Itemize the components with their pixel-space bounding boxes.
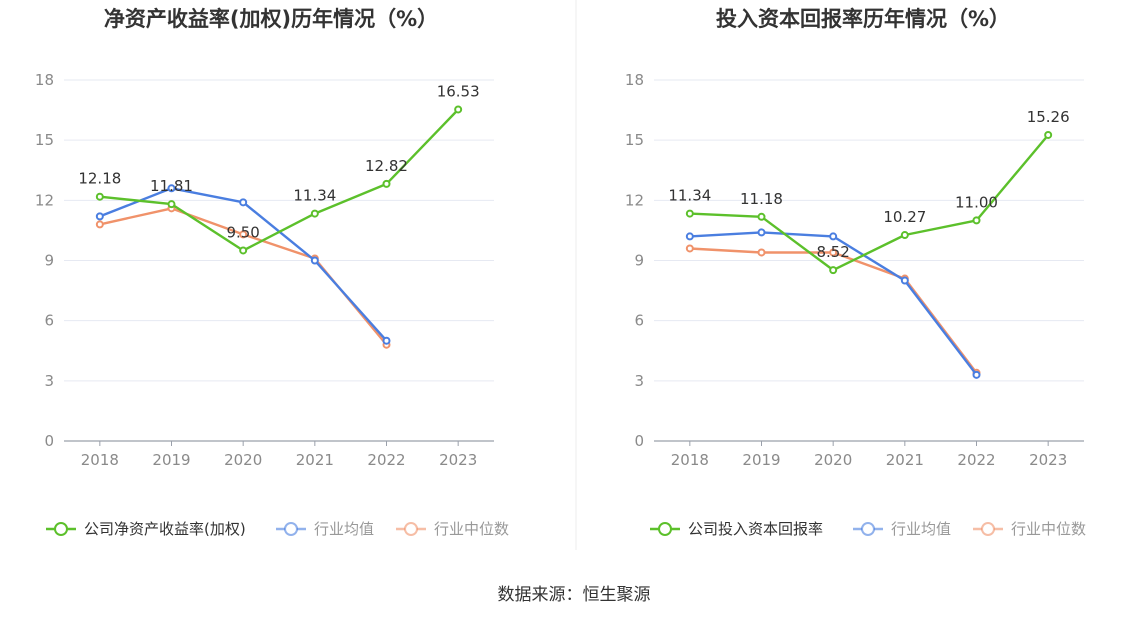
series-point	[167, 184, 176, 193]
chart-roe: 净资产收益率(加权)历年情况（%） 0 3 6 9 12 15 18 2018 2019 2020 2…	[35, 7, 509, 538]
y-tick-label: 18	[625, 71, 644, 89]
x-tick-label: 2021	[886, 451, 924, 469]
chart-title: 净资产收益率(加权)历年情况（%）	[104, 7, 438, 31]
legend-label: 行业均值	[891, 520, 951, 538]
x-tick-label: 2022	[367, 451, 405, 469]
series-point	[310, 256, 319, 265]
series-point	[382, 336, 391, 345]
y-tick-label: 12	[35, 191, 54, 209]
data-label: 12.82	[365, 157, 408, 175]
series-point	[829, 248, 838, 257]
data-label: 11.00	[955, 193, 998, 211]
legend-marker	[404, 522, 418, 536]
series-point	[310, 209, 319, 218]
x-tick-label: 2020	[814, 451, 852, 469]
series-point	[757, 228, 766, 237]
series-point	[239, 246, 248, 255]
data-label: 11.34	[668, 187, 711, 205]
chart-title: 投入资本回报率历年情况（%）	[716, 7, 1010, 31]
y-tick-label: 0	[44, 432, 54, 450]
legend-marker	[284, 522, 298, 536]
series-point	[685, 244, 694, 253]
series-point	[757, 212, 766, 221]
y-tick-label: 15	[35, 131, 54, 149]
series-line	[99, 187, 388, 342]
series-point	[95, 220, 104, 229]
y-tick-label: 3	[634, 372, 644, 390]
series-point	[382, 179, 391, 188]
x-tick-label: 2018	[671, 451, 709, 469]
series-point	[685, 232, 694, 241]
legend-marker	[861, 522, 875, 536]
series-point	[972, 216, 981, 225]
series-point	[829, 232, 838, 241]
y-tick-label: 18	[35, 71, 54, 89]
x-tick-label: 2022	[957, 451, 995, 469]
series-point	[900, 231, 909, 240]
series-point	[757, 248, 766, 257]
x-tick-label: 2020	[224, 451, 262, 469]
series-point	[829, 266, 838, 275]
x-tick-label: 2019	[152, 451, 190, 469]
data-label: 15.26	[1027, 108, 1070, 126]
series-point	[239, 230, 248, 239]
data-label: 11.18	[740, 190, 783, 208]
series-line	[689, 134, 1050, 272]
series-line	[99, 108, 460, 252]
x-tick-label: 2023	[439, 451, 477, 469]
x-tick-label: 2019	[742, 451, 780, 469]
x-tick-label: 2023	[1029, 451, 1067, 469]
x-tick-label: 2018	[81, 451, 119, 469]
chart-roic: 投入资本回报率历年情况（%） 0 3 6 9 12 15 18 2018 2019 2020 2021…	[625, 7, 1086, 538]
y-tick-label: 15	[625, 131, 644, 149]
y-tick-label: 3	[44, 372, 54, 390]
legend-label: 公司净资产收益率(加权)	[84, 520, 246, 538]
series-point	[1044, 130, 1053, 139]
series-point	[972, 370, 981, 379]
legend-label: 行业中位数	[1011, 520, 1086, 538]
data-label: 8.52	[816, 243, 849, 261]
data-label: 11.34	[293, 187, 336, 205]
y-tick-label: 0	[634, 432, 644, 450]
legend-label: 行业均值	[314, 520, 374, 538]
legend-marker	[981, 522, 995, 536]
data-label: 10.27	[883, 208, 926, 226]
y-tick-label: 12	[625, 191, 644, 209]
data-label: 16.53	[437, 82, 480, 100]
legend-label: 行业中位数	[434, 520, 509, 538]
data-label: 9.50	[226, 223, 259, 241]
legend-marker	[658, 522, 672, 536]
series-point	[95, 192, 104, 201]
data-label: 12.18	[78, 170, 121, 188]
series-point	[900, 276, 909, 285]
y-tick-label: 6	[44, 312, 54, 330]
x-tick-label: 2021	[296, 451, 334, 469]
series-point	[167, 200, 176, 209]
y-tick-label: 9	[634, 252, 644, 270]
source-note: 数据来源：恒生聚源	[497, 585, 651, 605]
series-point	[454, 105, 463, 114]
series-point	[95, 212, 104, 221]
series-point	[239, 198, 248, 207]
y-tick-label: 9	[44, 252, 54, 270]
data-label: 11.81	[150, 177, 193, 195]
y-tick-label: 6	[634, 312, 644, 330]
series-point	[685, 209, 694, 218]
legend-marker	[54, 522, 68, 536]
legend-label: 公司投入资本回报率	[688, 520, 823, 538]
